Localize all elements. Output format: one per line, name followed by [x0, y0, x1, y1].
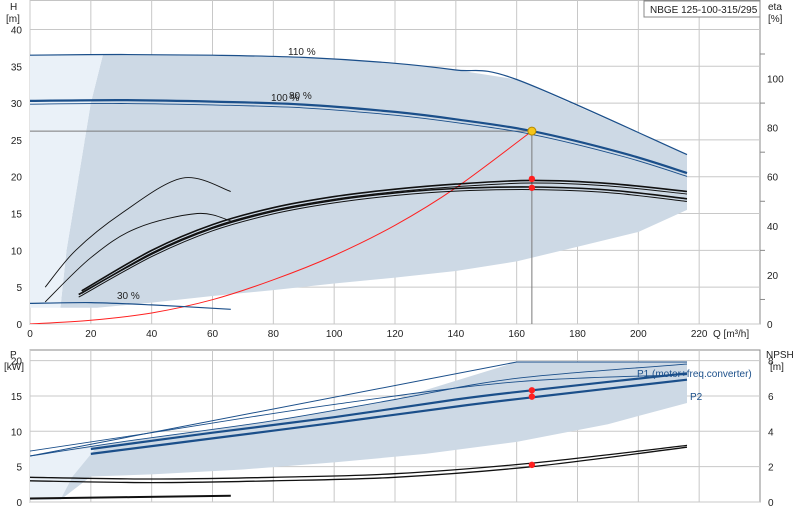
speed-label-100: 100 % — [271, 93, 299, 104]
speed-label-80: 80 % — [289, 91, 312, 102]
operating-range-area — [30, 54, 687, 308]
head-tick-label: 35 — [11, 62, 23, 73]
head-tick-label: 25 — [11, 136, 23, 147]
eta-axis-unit: [%] — [768, 14, 783, 25]
flow-tick-label: 40 — [146, 329, 158, 340]
head-axis-label: H — [10, 2, 17, 13]
model-title: NBGE 125-100-315/295 — [650, 5, 758, 16]
flow-tick-label: 100 — [326, 329, 343, 340]
head-panel-ticks: 0 20 40 60 80 100 120 140 160 180 200 2200510152025… — [11, 25, 784, 340]
power-low-flow-area — [30, 446, 97, 500]
speed-label-30: 30 % — [117, 291, 140, 302]
npsh-curve — [30, 444, 688, 480]
efficiency-curve — [81, 179, 688, 292]
duty-point-marker — [527, 126, 537, 136]
system-curve — [30, 130, 533, 324]
eta-tick-label: 80 — [767, 124, 779, 135]
flow-tick-label: 20 — [85, 329, 97, 340]
flow-tick-label: 220 — [691, 329, 708, 340]
power-tick-label: 20 — [11, 357, 23, 368]
head-curve-100 — [30, 98, 688, 175]
power-panel-ticks: 0 5 10 15 20 0 2 4 6 8 — [11, 357, 774, 509]
flow-tick-label: 180 — [569, 329, 586, 340]
head-curve-80 — [30, 103, 688, 177]
power-envelope-line — [30, 361, 687, 457]
head-axis-unit: [m] — [6, 14, 20, 25]
eta-axis-label: eta — [768, 2, 782, 13]
p2-duty-marker — [528, 393, 536, 400]
flow-tick-label: 200 — [630, 329, 647, 340]
model-title-box — [643, 0, 761, 18]
power-tick-label: 15 — [11, 392, 23, 403]
low-flow-area — [30, 54, 103, 308]
flow-tick-label: 0 — [27, 329, 33, 340]
p2-power-curve — [30, 374, 688, 452]
flow-tick-label: 140 — [447, 329, 464, 340]
head-curves — [30, 53, 688, 324]
efficiency-duty-marker — [528, 184, 536, 191]
head-curve-30 — [30, 301, 231, 310]
power-tick-label: 10 — [11, 427, 23, 438]
head-operating-range — [30, 54, 687, 308]
npsh-tick-label: 4 — [768, 427, 774, 438]
p2-power-curve — [90, 378, 688, 455]
speed-label-110: 110 % — [288, 47, 316, 58]
p1-duty-marker — [528, 387, 536, 394]
head-tick-label: 10 — [11, 246, 23, 257]
flow-tick-label: 120 — [387, 329, 404, 340]
efficiency-curve — [78, 186, 688, 296]
npsh-duty-marker — [528, 461, 536, 469]
eta-tick-label: 100 — [767, 75, 784, 86]
efficiency-duty-marker — [528, 175, 536, 183]
power-axis-label: P — [10, 350, 17, 361]
power-tick-label: 5 — [16, 463, 22, 474]
eta-tick-label: 40 — [767, 222, 779, 233]
eta-tick-label: 0 — [767, 320, 773, 331]
p1-power-curve — [30, 363, 688, 457]
efficiency-curve — [78, 189, 688, 298]
npsh-tick-label: 0 — [768, 498, 774, 509]
eta-tick-label: 20 — [767, 271, 779, 282]
head-tick-label: 15 — [11, 210, 23, 221]
eta-tick-label: 60 — [767, 173, 779, 184]
power-operating-range-area — [30, 362, 687, 500]
flow-tick-label: 160 — [508, 329, 525, 340]
efficiency-curve — [81, 182, 688, 294]
npsh-axis-unit: [m] — [770, 362, 784, 373]
p1-series-label: P1 (motor+freq.converter) — [637, 369, 752, 380]
npsh-tick-label: 8 — [768, 357, 774, 368]
head-curve-110 — [30, 53, 688, 156]
head-tick-label: 0 — [16, 320, 22, 331]
npsh-curve — [30, 446, 688, 484]
npsh-tick-label: 6 — [768, 392, 774, 403]
flow-tick-label: 80 — [268, 329, 280, 340]
head-tick-label: 40 — [11, 25, 23, 36]
npsh-curve — [30, 494, 231, 500]
head-tick-label: 30 — [11, 99, 23, 110]
power-tick-label: 0 — [16, 498, 22, 509]
efficiency-curve — [44, 212, 231, 303]
npsh-axis-label: NPSH — [766, 350, 794, 361]
power-operating-range — [30, 362, 687, 500]
flow-tick-label: 60 — [207, 329, 219, 340]
p2-series-label: P2 — [690, 392, 703, 403]
head-tick-label: 5 — [16, 283, 22, 294]
flow-axis-label: Q [m³/h] — [713, 329, 749, 340]
npsh-tick-label: 2 — [768, 463, 774, 474]
p1-power-curve — [90, 372, 688, 451]
head-tick-label: 20 — [11, 173, 23, 184]
power-curves — [30, 361, 688, 500]
efficiency-curve — [44, 177, 231, 288]
power-axis-unit: [kW] — [4, 362, 24, 373]
